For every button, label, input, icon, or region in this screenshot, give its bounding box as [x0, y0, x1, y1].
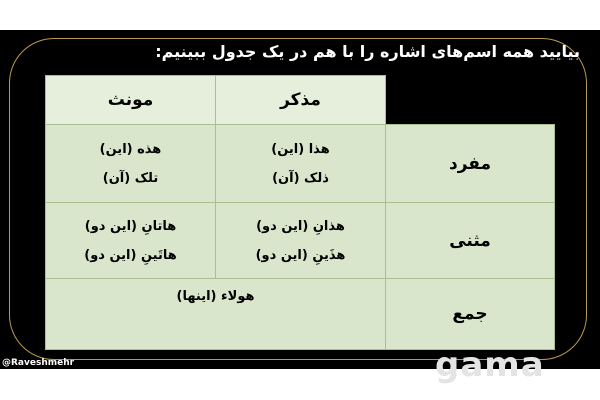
header-feminine: مونث	[45, 75, 216, 125]
cell-dual-feminine: هاتانِ (این دو) هاتَینِ (این دو)	[45, 202, 216, 279]
slide: بیایید همه اسم‌های اشاره را با هم در یک …	[0, 30, 600, 369]
gama-watermark-logo: gama	[435, 345, 545, 385]
cell-singular-masculine: هذا (این) ذلک (آن)	[215, 124, 386, 203]
cell-line: هذه (این)	[99, 141, 162, 157]
header-masculine: مذکر	[215, 75, 386, 125]
gold-frame	[9, 38, 587, 360]
credit-handle: @Raveshmehr	[2, 358, 75, 368]
cell-line: هولاء (اینها)	[176, 289, 255, 304]
cell-line: تلک (آن)	[102, 170, 159, 186]
cell-plural-common: هولاء (اینها)	[45, 278, 386, 350]
cell-line: هاتَینِ (این دو)	[84, 247, 177, 263]
cell-line: هذَینِ (این دو)	[255, 247, 346, 263]
slide-title: بیایید همه اسم‌های اشاره را با هم در یک …	[155, 42, 580, 61]
cell-dual-masculine: هذانِ (این دو) هذَینِ (این دو)	[215, 202, 386, 279]
row-label-dual: مثنی	[385, 202, 555, 279]
row-label-plural: جمع	[385, 278, 555, 350]
cell-singular-feminine: هذه (این) تلک (آن)	[45, 124, 216, 203]
cell-line: هذانِ (این دو)	[256, 218, 345, 234]
cell-line: هذا (این)	[271, 141, 330, 157]
cell-line: هاتانِ (این دو)	[84, 218, 177, 234]
row-label-singular: مفرد	[385, 124, 555, 203]
cell-line: ذلک (آن)	[272, 170, 329, 186]
